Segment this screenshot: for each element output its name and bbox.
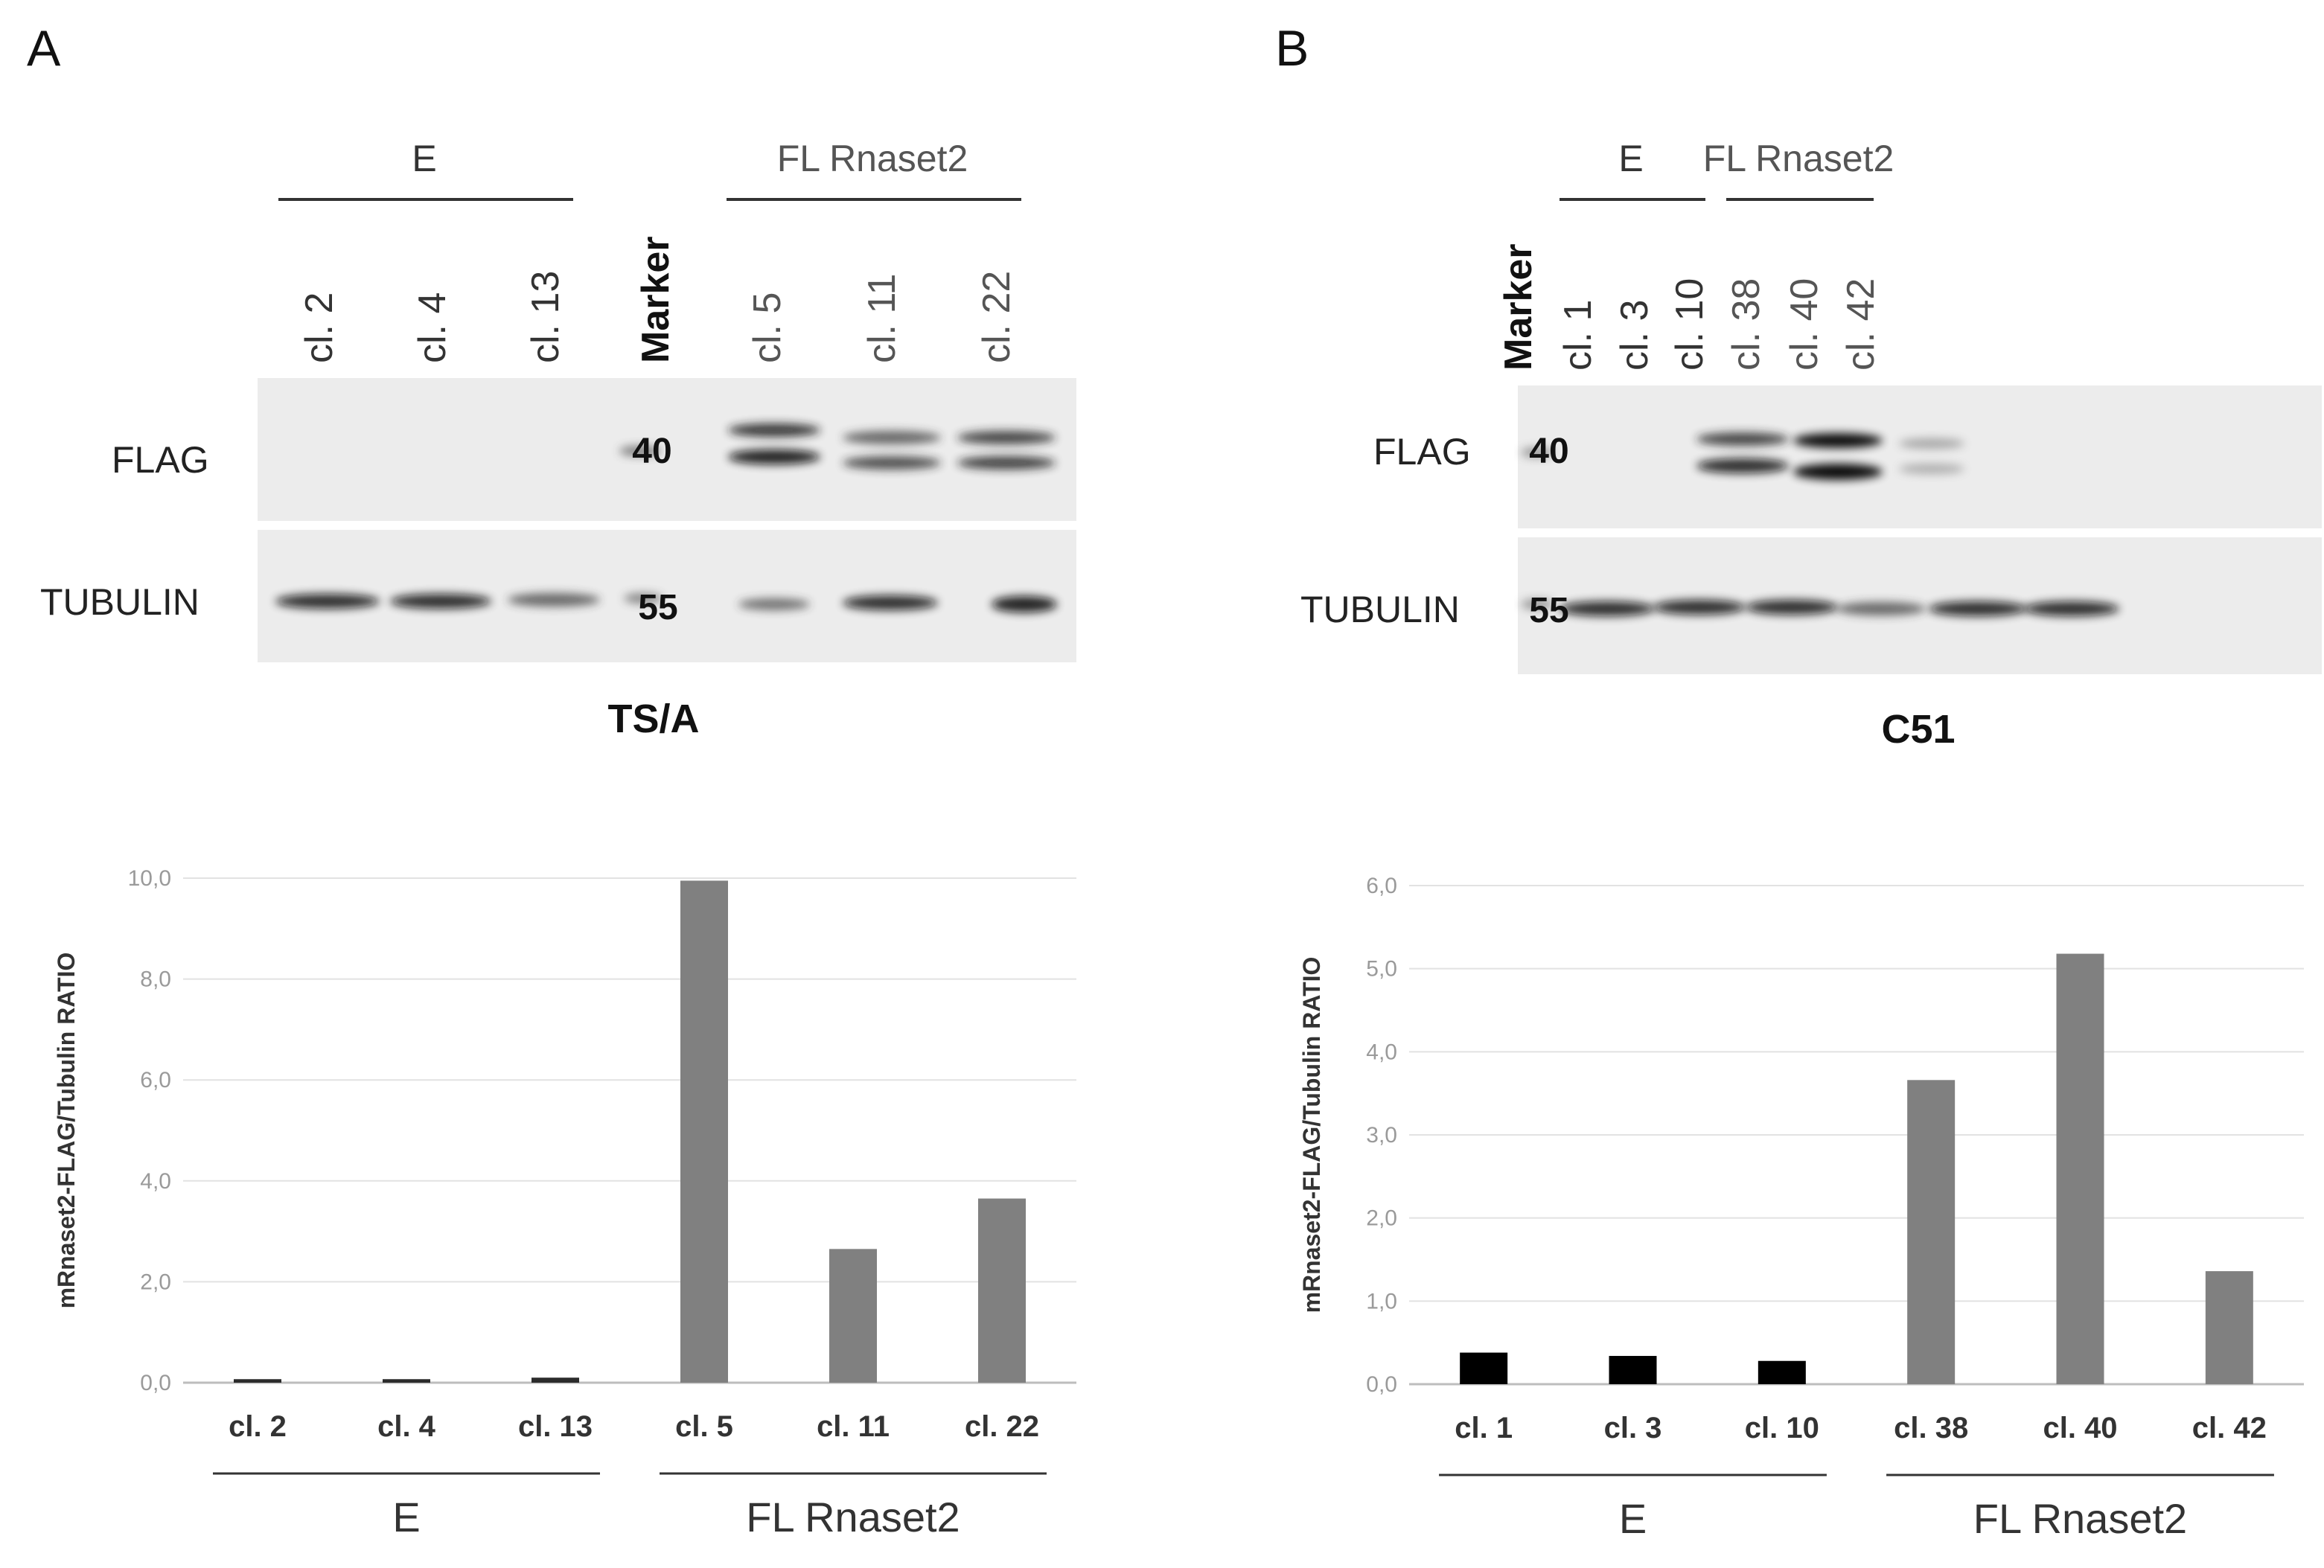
blot-row-label-flag: FLAG bbox=[112, 439, 209, 481]
lane-label: cl. 38 bbox=[1725, 278, 1768, 371]
y-tick-label: 1,0 bbox=[1366, 1289, 1397, 1313]
group-label: E bbox=[1619, 1495, 1647, 1542]
marker-value-55: 55 bbox=[638, 588, 677, 627]
bar bbox=[829, 1249, 877, 1383]
y-tick-label: 5,0 bbox=[1366, 957, 1397, 982]
group-label: FL Rnaset2 bbox=[1973, 1495, 2187, 1542]
bar bbox=[234, 1379, 281, 1383]
blot-row-label-tubulin: TUBULIN bbox=[1300, 589, 1460, 630]
y-tick-label: 6,0 bbox=[140, 1068, 171, 1092]
blot-group-label-fl: FL Rnaset2 bbox=[1703, 138, 1894, 179]
y-tick-label: 3,0 bbox=[1366, 1123, 1397, 1148]
panel-letter: A bbox=[27, 20, 61, 77]
cell-line-label: TS/A bbox=[607, 697, 699, 741]
lane-label: cl. 1 bbox=[1557, 300, 1600, 371]
bar bbox=[2056, 953, 2104, 1384]
x-tick-label: cl. 5 bbox=[675, 1410, 733, 1443]
blot-group-label-e: E bbox=[1618, 138, 1643, 179]
bar bbox=[383, 1379, 430, 1383]
bar-chart: 0,0 2,0 4,0 6,0 8,0 10,0 mRnaset2-FLAG/Tubulin… bbox=[53, 866, 1076, 1540]
blot-row-label-tubulin: TUBULIN bbox=[40, 581, 199, 623]
bar bbox=[1460, 1352, 1508, 1384]
blot-group-label-e: E bbox=[412, 138, 436, 179]
y-tick-label: 4,0 bbox=[140, 1169, 171, 1194]
y-tick-label: 0,0 bbox=[140, 1371, 171, 1395]
y-tick-label: 6,0 bbox=[1366, 874, 1397, 898]
lane-label: cl. 40 bbox=[1783, 278, 1826, 371]
x-tick-label: cl. 38 bbox=[1894, 1412, 1968, 1444]
lane-label: cl. 11 bbox=[861, 274, 904, 363]
x-tick-label: cl. 1 bbox=[1455, 1412, 1513, 1444]
y-tick-label: 8,0 bbox=[140, 967, 171, 992]
marker-value-40: 40 bbox=[1529, 432, 1568, 471]
bar bbox=[978, 1198, 1026, 1383]
x-tick-label: cl. 2 bbox=[229, 1410, 287, 1443]
y-tick-label: 10,0 bbox=[128, 866, 171, 891]
lane-label: cl. 2 bbox=[298, 292, 341, 363]
flag-blot: 40 bbox=[1518, 385, 2322, 528]
x-tick-label: cl. 13 bbox=[518, 1410, 593, 1443]
lane-label-marker: Marker bbox=[634, 236, 677, 363]
tubulin-blot: 55 bbox=[258, 530, 1076, 662]
group-label: E bbox=[392, 1494, 420, 1540]
y-tick-label: 4,0 bbox=[1366, 1040, 1397, 1064]
lane-label: cl. 3 bbox=[1613, 300, 1656, 371]
lane-label: cl. 10 bbox=[1668, 278, 1711, 371]
x-tick-label: cl. 22 bbox=[965, 1410, 1039, 1443]
x-tick-label: cl. 11 bbox=[817, 1410, 890, 1443]
y-axis-label: mRnaset2-FLAG/Tubulin RATIO bbox=[1298, 957, 1325, 1313]
x-tick-label: cl. 4 bbox=[377, 1410, 436, 1443]
blot-group-label-fl: FL Rnaset2 bbox=[777, 138, 968, 179]
panel-a: A E FL Rnaset2 cl. 2 cl. 4 cl. 13 Marker… bbox=[27, 20, 1076, 1540]
flag-blot: 40 bbox=[258, 378, 1076, 521]
lane-label-marker: Marker bbox=[1497, 243, 1540, 371]
y-tick-label: 0,0 bbox=[1366, 1372, 1397, 1397]
cell-line-label: C51 bbox=[1881, 707, 1955, 752]
bar-chart: 0,0 1,0 2,0 3,0 4,0 5,0 6,0 mRnaset2-FLAG/Tubul… bbox=[1298, 874, 2304, 1542]
blot-row-label-flag: FLAG bbox=[1373, 431, 1471, 473]
group-label: FL Rnaset2 bbox=[746, 1494, 960, 1540]
lane-label: cl. 5 bbox=[746, 292, 789, 363]
bar bbox=[1907, 1080, 1956, 1384]
x-tick-label: cl. 42 bbox=[2192, 1412, 2267, 1444]
bar bbox=[680, 880, 728, 1383]
bar bbox=[1758, 1360, 1806, 1384]
panel-letter: B bbox=[1275, 20, 1309, 77]
bar bbox=[531, 1377, 579, 1383]
panel-b: B E FL Rnaset2 Marker cl. 1 cl. 3 cl. 10… bbox=[1162, 0, 2324, 1568]
x-tick-label: cl. 3 bbox=[1604, 1412, 1662, 1444]
y-tick-label: 2,0 bbox=[1366, 1206, 1397, 1231]
marker-value-55: 55 bbox=[1529, 591, 1568, 630]
marker-value-40: 40 bbox=[632, 432, 671, 471]
tubulin-blot: 55 bbox=[1518, 537, 2322, 674]
bar bbox=[2205, 1271, 2253, 1384]
bar bbox=[1609, 1356, 1657, 1384]
x-tick-label: cl. 40 bbox=[2043, 1412, 2117, 1444]
lane-label: cl. 13 bbox=[524, 271, 567, 363]
lane-label: cl. 4 bbox=[411, 292, 454, 363]
y-tick-label: 2,0 bbox=[140, 1270, 171, 1294]
y-axis-label: mRnaset2-FLAG/Tubulin RATIO bbox=[53, 953, 80, 1309]
lane-label: cl. 42 bbox=[1839, 278, 1883, 371]
x-tick-label: cl. 10 bbox=[1745, 1412, 1819, 1444]
lane-label: cl. 22 bbox=[975, 271, 1018, 363]
